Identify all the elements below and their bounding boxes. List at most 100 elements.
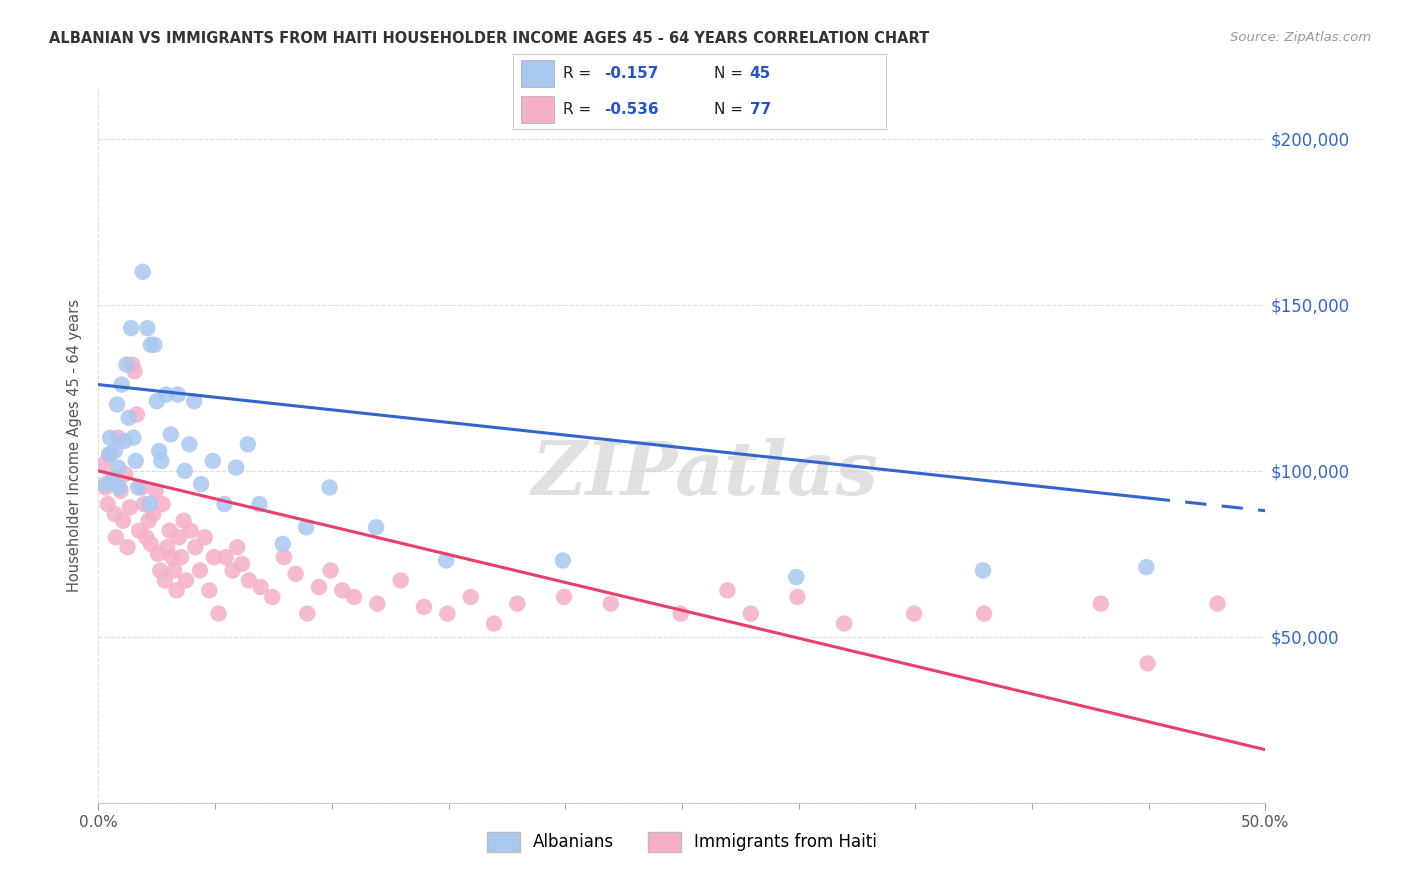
Text: N =: N = bbox=[714, 66, 748, 81]
Text: ZIPatlas: ZIPatlas bbox=[531, 438, 879, 511]
Text: R =: R = bbox=[564, 66, 596, 81]
Point bbox=[297, 607, 319, 621]
Point bbox=[131, 481, 153, 495]
Point bbox=[238, 574, 260, 588]
Point bbox=[149, 564, 172, 578]
Point bbox=[101, 474, 124, 488]
Point bbox=[160, 550, 183, 565]
Point bbox=[148, 444, 170, 458]
Point bbox=[139, 537, 162, 551]
Point bbox=[221, 564, 243, 578]
Y-axis label: Householder Income Ages 45 - 64 years: Householder Income Ages 45 - 64 years bbox=[67, 300, 83, 592]
Point bbox=[94, 481, 117, 495]
Text: Source: ZipAtlas.com: Source: ZipAtlas.com bbox=[1230, 31, 1371, 45]
Point bbox=[319, 564, 342, 578]
Point bbox=[903, 607, 925, 621]
Point bbox=[142, 507, 165, 521]
Point bbox=[190, 477, 212, 491]
Point bbox=[107, 460, 129, 475]
Point bbox=[436, 607, 458, 621]
Point bbox=[139, 338, 162, 352]
Point bbox=[146, 394, 169, 409]
Point bbox=[159, 524, 181, 538]
Text: N =: N = bbox=[714, 102, 748, 117]
Point bbox=[104, 444, 127, 458]
Point bbox=[104, 507, 127, 521]
Point bbox=[155, 387, 177, 401]
Point bbox=[97, 447, 120, 461]
Point bbox=[170, 550, 193, 565]
Point bbox=[166, 583, 188, 598]
Point bbox=[1136, 657, 1159, 671]
Point bbox=[284, 566, 307, 581]
Point bbox=[128, 524, 150, 538]
Point bbox=[122, 431, 145, 445]
Legend: Albanians, Immigrants from Haiti: Albanians, Immigrants from Haiti bbox=[479, 825, 884, 859]
Point bbox=[145, 483, 167, 498]
Point bbox=[143, 338, 166, 352]
Point bbox=[434, 553, 457, 567]
Point bbox=[460, 590, 482, 604]
Point bbox=[716, 583, 738, 598]
Point bbox=[98, 447, 121, 461]
Point bbox=[214, 550, 236, 565]
Point bbox=[97, 497, 120, 511]
Point bbox=[120, 321, 142, 335]
Point bbox=[295, 520, 318, 534]
Point bbox=[262, 590, 284, 604]
Point bbox=[832, 616, 855, 631]
Point bbox=[91, 457, 114, 471]
Point bbox=[174, 574, 197, 588]
Point bbox=[972, 564, 994, 578]
Point bbox=[180, 524, 202, 538]
Text: R =: R = bbox=[564, 102, 596, 117]
Point bbox=[226, 540, 249, 554]
Text: 77: 77 bbox=[749, 102, 770, 117]
Point bbox=[973, 607, 995, 621]
Point bbox=[201, 454, 224, 468]
Point bbox=[669, 607, 692, 621]
Text: -0.157: -0.157 bbox=[605, 66, 659, 81]
Point bbox=[163, 564, 186, 578]
Point bbox=[207, 607, 229, 621]
Point bbox=[125, 454, 148, 468]
Point bbox=[101, 470, 124, 484]
Point bbox=[188, 564, 211, 578]
Point bbox=[115, 358, 138, 372]
Point bbox=[124, 364, 146, 378]
Point bbox=[107, 431, 129, 445]
Point bbox=[132, 497, 155, 511]
Point bbox=[94, 477, 117, 491]
Point bbox=[786, 590, 808, 604]
Point bbox=[506, 597, 529, 611]
Point bbox=[236, 437, 259, 451]
Point bbox=[167, 530, 190, 544]
Point bbox=[156, 540, 179, 554]
Point bbox=[136, 321, 159, 335]
Text: -0.536: -0.536 bbox=[605, 102, 659, 117]
Text: 45: 45 bbox=[749, 66, 770, 81]
Point bbox=[98, 431, 121, 445]
Point bbox=[138, 514, 160, 528]
Point bbox=[308, 580, 330, 594]
Point bbox=[110, 483, 132, 498]
Point bbox=[111, 514, 134, 528]
Point bbox=[330, 583, 353, 598]
Point bbox=[249, 497, 271, 511]
Point bbox=[153, 574, 176, 588]
Point bbox=[231, 557, 253, 571]
Point bbox=[108, 481, 131, 495]
Point bbox=[118, 410, 141, 425]
Point bbox=[111, 377, 134, 392]
Point bbox=[125, 408, 148, 422]
Point bbox=[105, 397, 128, 411]
Point bbox=[159, 427, 181, 442]
Point bbox=[118, 500, 141, 515]
Point bbox=[551, 553, 574, 567]
Point bbox=[413, 599, 436, 614]
Point bbox=[127, 481, 149, 495]
Point bbox=[114, 467, 136, 482]
Point bbox=[150, 454, 173, 468]
Point bbox=[198, 583, 221, 598]
Point bbox=[179, 437, 201, 451]
